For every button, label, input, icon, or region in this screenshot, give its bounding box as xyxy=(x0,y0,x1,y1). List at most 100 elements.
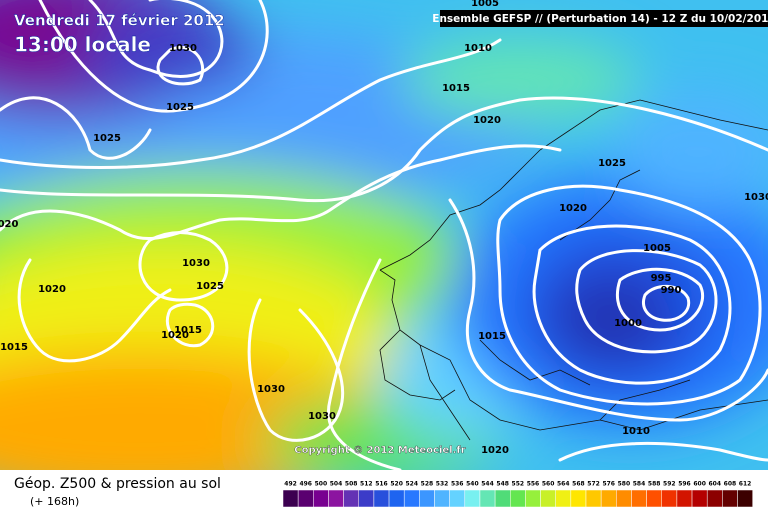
isobar-label: 1015 xyxy=(478,331,506,342)
scale-swatch xyxy=(661,489,678,508)
coastlines xyxy=(379,99,768,441)
scale-swatch xyxy=(434,489,450,508)
isobar-label: 1025 xyxy=(196,281,224,292)
scale-label: 528 xyxy=(421,481,434,488)
scale-label: 520 xyxy=(390,481,403,488)
scale-swatch xyxy=(676,489,693,508)
scale-swatch xyxy=(585,489,602,508)
isobar-label: 1020 xyxy=(473,115,501,126)
isobar-label: 1020 xyxy=(481,445,509,456)
scale-swatch xyxy=(343,489,360,508)
scale-swatch xyxy=(737,489,753,508)
scale-swatch xyxy=(510,489,526,508)
isobar-label: 1020 xyxy=(38,284,66,295)
scale-label: 532 xyxy=(436,481,449,488)
scale-swatch xyxy=(328,489,344,508)
scale-label: 588 xyxy=(648,481,661,488)
footer-title: Géop. Z500 & pression au sol xyxy=(14,476,221,492)
isobar-label: 1025 xyxy=(93,133,121,144)
scale-label: 508 xyxy=(345,481,358,488)
scale-label: 492 xyxy=(284,481,297,488)
isobar-label: 1030 xyxy=(182,258,210,269)
scale-swatch xyxy=(403,489,420,508)
scale-swatch xyxy=(646,489,662,508)
isobar-label: 1030 xyxy=(169,43,197,54)
scale-swatch xyxy=(449,489,466,508)
scale-swatch xyxy=(479,489,496,508)
scale-swatch xyxy=(616,489,632,508)
scale-label: 600 xyxy=(693,481,706,488)
scale-swatch xyxy=(600,489,617,508)
scale-swatch xyxy=(358,489,375,508)
isobars xyxy=(0,0,768,470)
scale-label: 512 xyxy=(360,481,373,488)
isobar-label: 1030 xyxy=(744,192,768,203)
isobar-label: 1020 xyxy=(559,203,587,214)
scale-label: 596 xyxy=(678,481,691,488)
isobar-label: 1010 xyxy=(622,426,650,437)
scale-swatch xyxy=(464,489,481,508)
isobar-label: 1000 xyxy=(614,318,642,329)
isobar-label: 995 xyxy=(651,273,672,284)
isobar-label: 1030 xyxy=(257,384,285,395)
isobar-labels: 1005 1030 1010 1015 1025 1020 1025 1025 1020 020 1… xyxy=(0,0,768,456)
date: Vendredi 17 février 2012 xyxy=(14,12,225,30)
scale-label: 524 xyxy=(406,481,419,488)
forecast-lead: (+ 168h) xyxy=(30,495,79,508)
scale-label: 536 xyxy=(451,481,464,488)
scale-label: 504 xyxy=(330,481,343,488)
scale-label: 516 xyxy=(375,481,388,488)
scale-swatch xyxy=(631,489,647,508)
scale-swatch xyxy=(706,489,723,508)
scale-swatch xyxy=(525,489,541,508)
isobar-label: 1020 xyxy=(161,330,189,341)
scale-label: 500 xyxy=(315,481,328,488)
scale-label: 540 xyxy=(466,481,479,488)
scale-label: 576 xyxy=(602,481,615,488)
scale-label: 560 xyxy=(542,481,555,488)
scale-label: 568 xyxy=(572,481,585,488)
isobar-label: 1025 xyxy=(598,158,626,169)
scale-label: 548 xyxy=(496,481,509,488)
scale-label: 496 xyxy=(299,481,312,488)
scale-swatch xyxy=(722,489,738,508)
isobar-label: 1025 xyxy=(166,102,194,113)
scale-label: 584 xyxy=(633,481,646,488)
scale-swatch xyxy=(540,489,556,508)
isobar-label: 1010 xyxy=(464,43,492,54)
isobar-label: 1015 xyxy=(442,83,470,94)
isobar-label: 990 xyxy=(661,285,682,296)
run-info: Ensemble GEFSP // (Perturbation 14) - 12… xyxy=(432,13,768,25)
scale-swatch xyxy=(388,489,405,508)
scale-swatch xyxy=(282,489,299,508)
scale-label: 608 xyxy=(724,481,737,488)
scale-swatch xyxy=(494,489,511,508)
scale-swatch xyxy=(419,489,435,508)
scale-swatch xyxy=(691,489,708,508)
scale-label: 544 xyxy=(481,481,494,488)
scale-swatch xyxy=(570,489,587,508)
color-scale: 492 496 500 504 508 512 516 520 524 528 532 536 540 5… xyxy=(282,481,753,508)
scale-swatch xyxy=(555,489,572,508)
copyright: Copyright © 2012 Meteociel.fr xyxy=(294,445,465,456)
scale-label: 572 xyxy=(587,481,600,488)
scale-label: 612 xyxy=(739,481,752,488)
scale-swatch xyxy=(297,489,314,508)
isobar-label: 1015 xyxy=(174,325,202,336)
scale-label: 604 xyxy=(709,481,722,488)
scale-label: 556 xyxy=(527,481,540,488)
scale-label: 552 xyxy=(512,481,525,488)
isobar-label: 020 xyxy=(0,219,18,230)
scale-label: 592 xyxy=(663,481,676,488)
isobar-label: 1015 xyxy=(0,342,28,353)
run-banner xyxy=(440,10,768,27)
scale-swatch xyxy=(313,489,329,508)
isobar-label: 1030 xyxy=(308,411,336,422)
isobar-label: 1005 xyxy=(643,243,671,254)
scale-label: 564 xyxy=(557,481,570,488)
scale-label: 580 xyxy=(618,481,631,488)
time: 13:00 locale xyxy=(14,33,151,57)
isobar-label: 1005 xyxy=(471,0,499,9)
